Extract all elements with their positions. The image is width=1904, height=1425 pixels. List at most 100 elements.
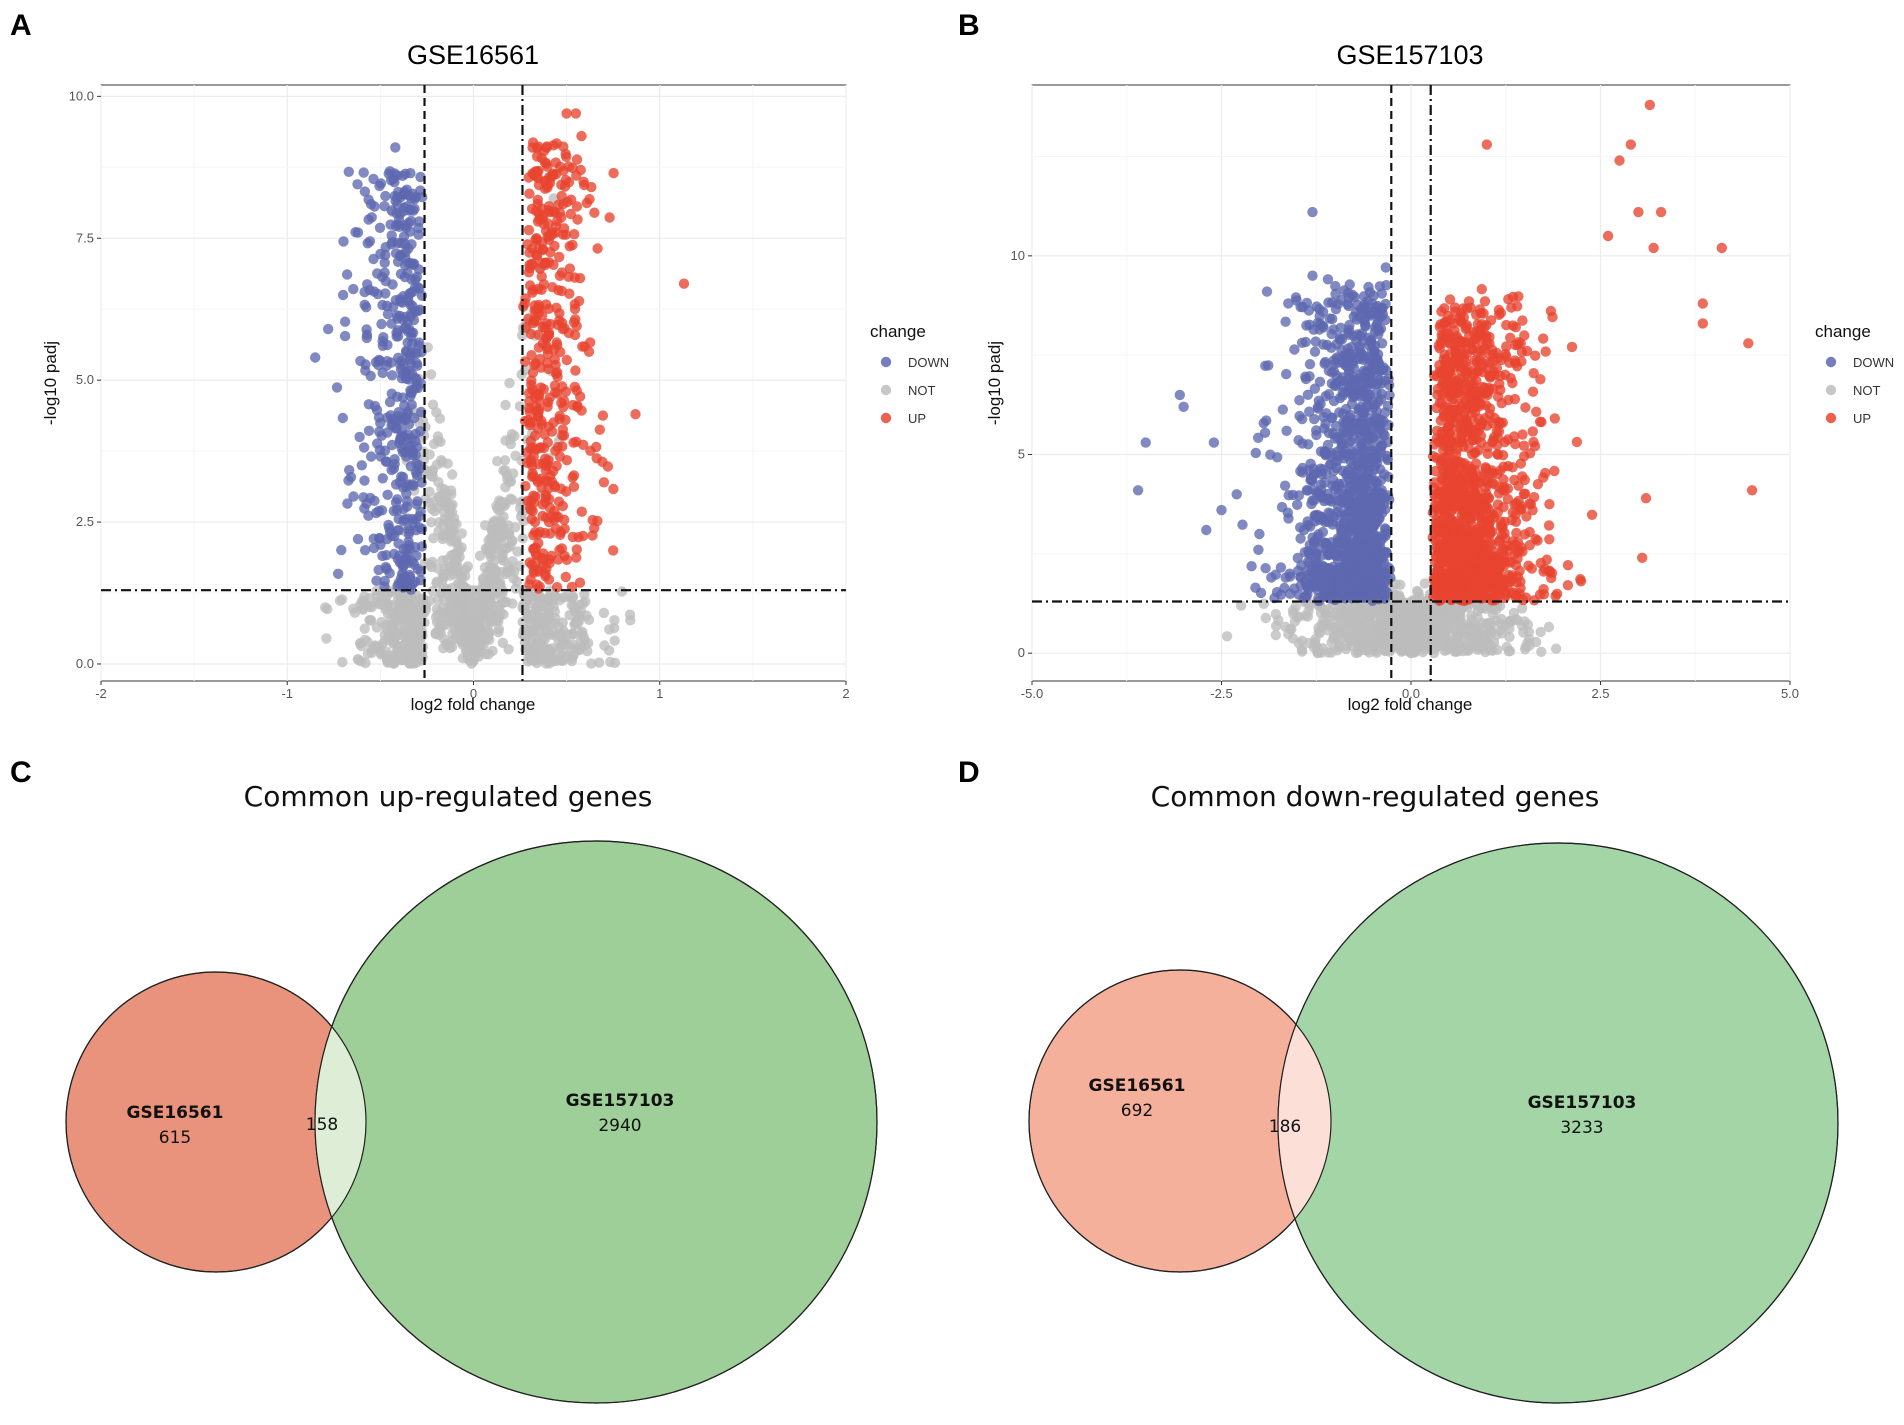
point-down bbox=[358, 492, 369, 503]
point-down bbox=[377, 550, 388, 562]
point-down bbox=[402, 433, 413, 444]
point-not bbox=[492, 456, 503, 467]
point-not bbox=[490, 614, 502, 625]
point-not bbox=[1384, 614, 1396, 625]
point-down bbox=[1378, 556, 1390, 567]
point-down bbox=[1246, 561, 1257, 572]
point-not bbox=[454, 633, 465, 644]
point-not bbox=[1378, 604, 1389, 615]
point-down bbox=[1305, 458, 1316, 469]
point-down bbox=[1311, 425, 1322, 436]
point-not bbox=[437, 569, 448, 580]
point-down bbox=[376, 430, 387, 441]
point-down bbox=[1347, 485, 1359, 497]
point-down bbox=[412, 306, 423, 317]
point-down bbox=[1323, 297, 1334, 308]
point-down bbox=[1366, 492, 1377, 503]
point-down bbox=[392, 504, 403, 516]
panel-letter-b: B bbox=[958, 9, 980, 42]
point-up bbox=[576, 130, 587, 142]
point-up bbox=[549, 380, 561, 391]
point-not bbox=[1313, 647, 1324, 658]
point-down bbox=[1260, 563, 1271, 574]
point-down bbox=[1374, 281, 1386, 292]
point-not bbox=[504, 377, 515, 389]
point-down bbox=[1367, 298, 1378, 309]
point-not bbox=[396, 655, 407, 666]
point-not bbox=[445, 500, 456, 511]
point-down bbox=[414, 511, 425, 522]
point-up bbox=[1528, 368, 1539, 379]
point-down bbox=[1364, 389, 1376, 401]
point-up bbox=[532, 423, 544, 434]
point-not bbox=[1438, 603, 1450, 614]
point-down bbox=[1319, 446, 1330, 458]
point-down bbox=[1354, 386, 1365, 397]
point-not bbox=[1405, 644, 1417, 655]
point-up bbox=[542, 476, 553, 487]
point-not bbox=[1438, 633, 1449, 644]
point-not bbox=[598, 607, 610, 619]
point-down bbox=[1303, 305, 1315, 316]
point-not bbox=[554, 594, 565, 606]
point-up bbox=[528, 530, 539, 541]
point-not bbox=[388, 658, 399, 669]
point-not bbox=[609, 657, 621, 668]
point-down bbox=[1300, 371, 1311, 382]
point-up bbox=[540, 489, 552, 501]
point-down bbox=[1373, 418, 1385, 430]
point-down bbox=[374, 222, 386, 233]
point-down bbox=[1325, 587, 1337, 598]
point-up bbox=[527, 137, 539, 148]
point-not bbox=[1420, 624, 1432, 635]
point-not bbox=[518, 515, 529, 527]
point-down bbox=[1380, 504, 1391, 515]
point-down bbox=[402, 513, 413, 524]
point-not bbox=[1550, 643, 1562, 654]
point-down bbox=[391, 331, 402, 342]
point-not bbox=[525, 611, 536, 622]
point-down bbox=[1343, 541, 1354, 553]
point-not bbox=[533, 613, 545, 624]
point-down bbox=[1309, 346, 1321, 357]
point-down bbox=[1360, 319, 1371, 331]
point-not bbox=[1476, 602, 1487, 614]
point-up bbox=[531, 151, 543, 162]
point-up bbox=[524, 396, 535, 407]
point-down bbox=[1293, 589, 1305, 600]
point-down bbox=[412, 496, 423, 507]
point-down bbox=[1296, 413, 1308, 425]
point-down bbox=[375, 178, 387, 189]
point-down bbox=[1308, 470, 1319, 481]
point-up bbox=[530, 549, 542, 560]
legend-label-up: UP bbox=[908, 411, 926, 426]
point-down bbox=[1359, 528, 1371, 539]
point-not bbox=[374, 642, 385, 654]
x-tick-label: 0 bbox=[470, 686, 477, 701]
point-not bbox=[1412, 620, 1423, 631]
point-down bbox=[1277, 404, 1289, 415]
point-up bbox=[541, 142, 552, 153]
point-up bbox=[578, 439, 589, 450]
point-down bbox=[1132, 485, 1144, 496]
point-down bbox=[1356, 307, 1368, 318]
point-down bbox=[1372, 581, 1384, 592]
point-not bbox=[437, 533, 448, 545]
point-down bbox=[386, 439, 398, 451]
point-not bbox=[566, 628, 577, 640]
point-down bbox=[1260, 360, 1271, 371]
point-down bbox=[406, 399, 417, 410]
point-down bbox=[1294, 395, 1305, 406]
point-not bbox=[1496, 613, 1507, 625]
point-up bbox=[563, 271, 574, 282]
point-down bbox=[373, 505, 384, 517]
point-up bbox=[556, 190, 567, 202]
point-not bbox=[445, 526, 457, 537]
point-up bbox=[553, 285, 564, 296]
point-not bbox=[444, 508, 455, 519]
point-not bbox=[624, 609, 636, 620]
point-not bbox=[385, 613, 397, 624]
point-down bbox=[407, 188, 418, 199]
point-not bbox=[447, 469, 458, 480]
